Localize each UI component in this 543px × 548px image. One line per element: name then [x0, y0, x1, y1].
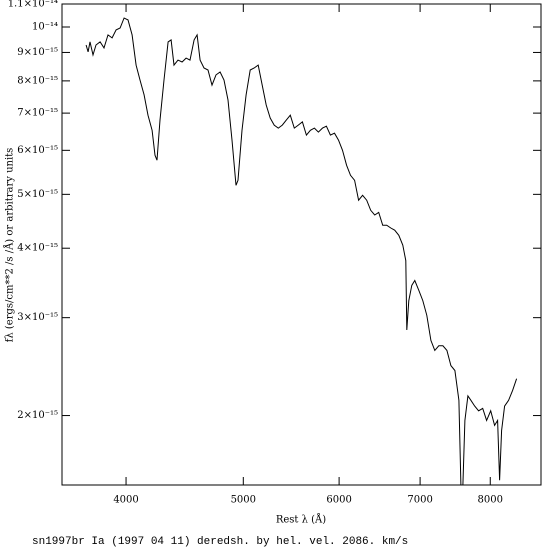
y-axis-label: fλ (ergs/cm**2 /s /Å) or arbitrary units	[4, 148, 16, 343]
y-tick-label: 4×10⁻¹⁵	[17, 243, 58, 254]
y-tick-label: 1.1×10⁻¹⁴	[8, 0, 58, 10]
x-tick-label: 5000	[231, 495, 256, 506]
y-tick-label: 8×10⁻¹⁵	[17, 75, 58, 86]
y-tick-label: 10⁻¹⁴	[32, 22, 58, 33]
y-tick-label: 3×10⁻¹⁵	[17, 312, 58, 323]
x-tick-label: 6000	[326, 495, 351, 506]
y-tick-label: 5×10⁻¹⁵	[17, 189, 58, 200]
x-tick-label: 7000	[407, 495, 432, 506]
y-tick-label: 7×10⁻¹⁵	[17, 108, 58, 119]
x-tick-label: 8000	[478, 495, 503, 506]
plot-frame	[61, 3, 542, 486]
y-tick-label: 9×10⁻¹⁵	[17, 47, 58, 58]
y-tick-label: 2×10⁻¹⁵	[17, 410, 58, 421]
caption: sn1997br Ia (1997 04 11) deredsh. by hel…	[32, 536, 408, 548]
spectrum-line	[85, 17, 518, 486]
x-axis-label: Rest λ (Å)	[276, 514, 326, 526]
x-tick-label: 4000	[113, 495, 138, 506]
y-tick-label: 6×10⁻¹⁵	[17, 145, 58, 156]
